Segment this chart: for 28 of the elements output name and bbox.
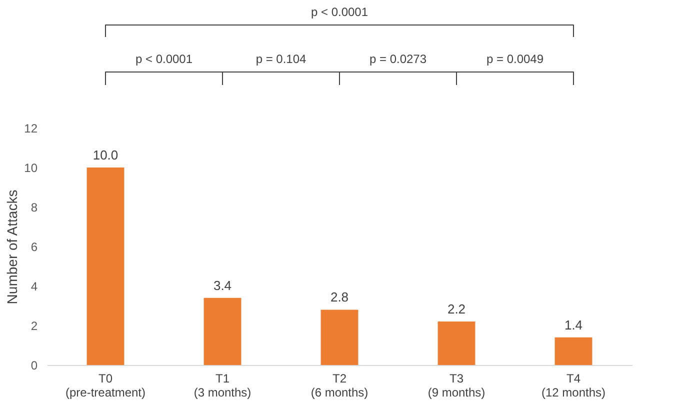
y-tick-label: 12 (24, 122, 38, 136)
text: p = 0.0049 (486, 52, 544, 66)
text: p = 0.0273 (369, 52, 427, 66)
y-tick-label: 0 (30, 358, 38, 372)
text: p = 0.104 (256, 52, 307, 66)
bar (204, 298, 242, 365)
x-tick-label: T1 (3 months) (194, 372, 252, 400)
x-tick-label: T2 (6 months) (310, 372, 368, 400)
x-tick-label: T0 (pre-treatment) (65, 372, 146, 400)
y-tick-label: 4 (30, 280, 38, 294)
bar (554, 337, 592, 365)
text: p < 0.0001 (310, 5, 368, 19)
bar (86, 168, 124, 365)
y-tick-label: 2 (30, 319, 38, 333)
bar (438, 322, 476, 365)
data-label: 2.2 (447, 302, 466, 317)
y-axis-title: Number of Attacks (4, 190, 20, 304)
data-label: 3.4 (213, 278, 232, 293)
y-tick-label: 10 (24, 161, 38, 175)
data-label: 10.0 (92, 148, 118, 162)
bar (320, 310, 358, 365)
x-tick-label: T3 (9 months) (428, 372, 486, 400)
text: p < 0.0001 (135, 52, 193, 66)
y-tick-label: 6 (30, 240, 38, 254)
data-label: 1.4 (564, 317, 583, 332)
data-label: 2.8 (330, 290, 349, 305)
y-tick-label: 8 (30, 200, 38, 214)
x-tick-label: T4 (12 months) (541, 372, 606, 400)
